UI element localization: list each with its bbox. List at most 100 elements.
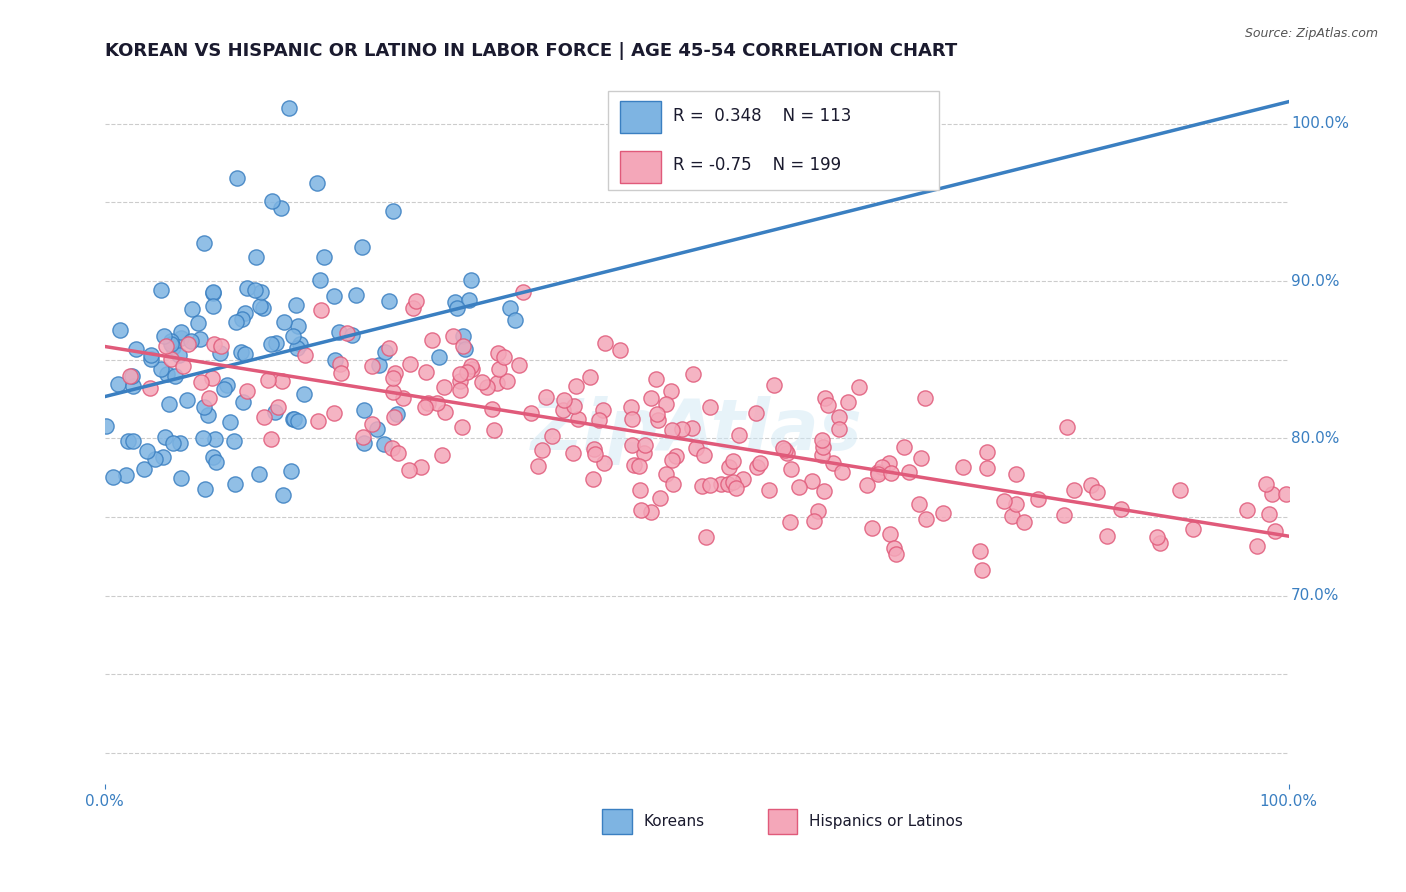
Point [360,417,382,432]
Point [932,506,955,520]
Point [446,301,468,315]
Point [378,294,401,309]
Point [831,466,853,480]
Point [647,413,669,427]
Point [655,467,678,481]
Point [323,352,346,367]
Point [662,476,685,491]
Point [1053,508,1076,522]
Text: 80.0%: 80.0% [1291,431,1340,446]
Point [690,478,713,492]
Point [898,465,921,479]
Point [494,350,516,364]
Point [451,420,474,434]
Point [121,368,143,383]
Point [682,367,704,381]
Point [413,400,436,414]
Point [249,285,271,299]
Point [191,432,214,446]
Point [1056,419,1078,434]
Point [411,460,433,475]
Point [235,384,257,399]
Point [328,326,350,340]
Point [993,493,1015,508]
Point [368,358,391,372]
Point [281,412,304,426]
Point [387,446,409,460]
Point [1181,522,1204,536]
Point [232,395,254,409]
Point [245,283,267,297]
Point [647,407,669,421]
Point [212,382,235,396]
Point [1246,539,1268,553]
Point [245,250,267,264]
Point [620,400,643,414]
Point [307,414,329,428]
Point [671,422,693,436]
Point [588,413,610,427]
Point [592,456,614,470]
Point [512,285,534,299]
Point [162,435,184,450]
Point [723,475,745,490]
Point [433,405,456,419]
Point [508,358,530,372]
Point [329,357,352,371]
Point [520,406,543,420]
Point [823,456,845,470]
Point [433,380,456,394]
Point [125,342,148,356]
Point [263,405,285,419]
Point [710,477,733,491]
Point [623,458,645,472]
FancyBboxPatch shape [768,809,797,834]
Point [451,329,474,343]
Point [352,240,374,254]
Point [877,456,900,470]
Point [381,371,404,385]
Point [880,466,903,480]
Point [329,366,352,380]
Point [456,365,478,379]
Point [430,448,453,462]
Point [136,443,159,458]
Text: R = -0.75    N = 199: R = -0.75 N = 199 [673,156,841,174]
Point [1264,524,1286,539]
Point [681,421,703,435]
Point [659,384,682,398]
Point [267,400,290,414]
Point [477,380,499,394]
Point [416,396,439,410]
Point [399,357,422,371]
Point [620,412,643,426]
Point [717,476,740,491]
Point [583,447,606,461]
Point [209,339,232,353]
Point [848,380,870,394]
Point [449,374,471,388]
Point [910,451,932,466]
Text: R =  0.348    N = 113: R = 0.348 N = 113 [673,106,852,125]
Point [187,316,209,330]
Point [229,344,252,359]
Point [156,367,179,381]
Point [780,461,803,475]
Point [695,530,717,544]
Point [620,438,643,452]
Point [180,334,202,348]
Point [789,480,811,494]
Point [312,250,335,264]
Point [307,176,329,190]
Point [266,335,288,350]
Point [143,451,166,466]
Point [748,456,770,470]
Point [581,472,603,486]
Point [165,368,187,383]
Text: 90.0%: 90.0% [1291,274,1340,288]
Point [1026,491,1049,506]
Point [763,378,786,392]
Point [288,337,311,351]
Point [1257,507,1279,521]
Point [534,390,557,404]
